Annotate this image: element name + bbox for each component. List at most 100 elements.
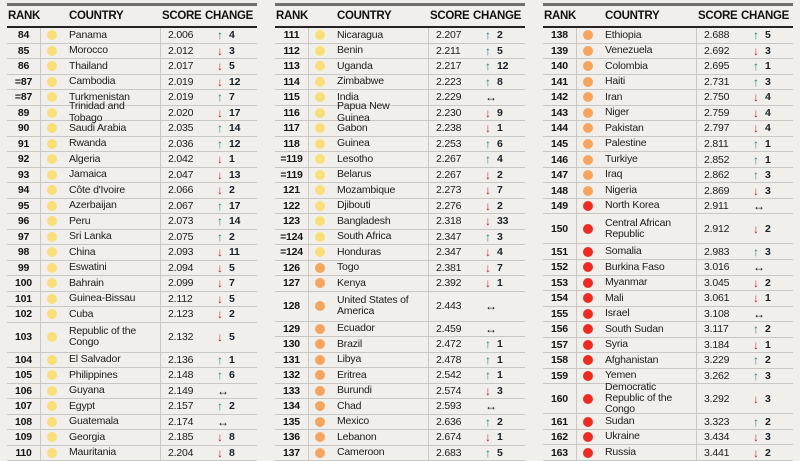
change-value: 4	[765, 106, 771, 119]
rank-cell: 153	[543, 275, 577, 291]
score-value: 2.912	[704, 222, 730, 235]
score-value: 2.695	[704, 60, 730, 73]
yellow-dot-icon	[47, 432, 57, 443]
up-arrow-icon: ↑	[217, 28, 223, 43]
up-arrow-icon: ↑	[753, 59, 759, 74]
table-row: 149 North Korea 2.911 ↔	[543, 198, 793, 215]
table-row: 86 Thailand 2.017 ↓ 5	[7, 59, 257, 75]
change-cell: ↑ 3	[742, 75, 793, 90]
score-value: 3.323	[704, 415, 730, 428]
score-band-cell	[309, 28, 331, 43]
change-cell: ↓ 3	[206, 44, 257, 59]
change-value: 1	[497, 431, 503, 444]
change-value: 3	[765, 369, 771, 382]
red-dot-icon	[583, 262, 593, 273]
table-row: 157 Syria 3.184 ↓ 1	[543, 337, 793, 354]
change-cell: ↓ 1	[474, 430, 525, 445]
score-value: 2.075	[168, 230, 194, 243]
rank-cell: 90	[7, 121, 41, 136]
score-value: 2.593	[436, 400, 462, 413]
change-cell: ↓ 4	[742, 106, 793, 121]
yellow-dot-icon	[47, 107, 57, 118]
country-name: Chad	[331, 399, 429, 414]
table-row: 113 Uganda 2.217 ↑ 12	[275, 59, 525, 75]
yellow-dot-icon	[47, 185, 57, 196]
rank-cell: 100	[7, 276, 41, 291]
rank-cell: 137	[275, 445, 309, 460]
orange-dot-icon	[315, 354, 325, 365]
score-band-cell	[309, 199, 331, 214]
country-name: Afghanistan	[599, 353, 697, 368]
table-row: 133 Burundi 2.574 ↓ 3	[275, 383, 525, 399]
change-cell: ↓ 4	[742, 90, 793, 105]
change-value: 17	[229, 199, 241, 212]
table-row: 94 Côte d'Ivoire 2.066 ↓ 2	[7, 183, 257, 199]
score-value: 2.983	[704, 245, 730, 258]
change-value: 12	[229, 75, 241, 88]
score-band-cell	[41, 399, 63, 414]
yellow-dot-icon	[315, 138, 325, 149]
change-value: 3	[765, 44, 771, 57]
change-value: 3	[497, 230, 503, 243]
country-name: Cuba	[63, 307, 161, 322]
down-arrow-icon: ↓	[753, 430, 759, 445]
table-row: 129 Ecuador 2.459 ↔	[275, 321, 525, 337]
no-change-icon: ↔	[485, 299, 497, 313]
table-row: =124 Honduras 2.347 ↓ 4	[275, 245, 525, 261]
score-value: 2.478	[436, 353, 462, 366]
change-value: 5	[229, 261, 235, 274]
rank-cell: 111	[275, 28, 309, 43]
change-value: 5	[229, 60, 235, 73]
rank-cell: 159	[543, 368, 577, 384]
yellow-dot-icon	[47, 154, 57, 165]
table-row: 98 China 2.093 ↓ 11	[7, 245, 257, 261]
change-cell: ↓ 7	[474, 261, 525, 276]
rank-cell: 129	[275, 321, 309, 336]
yellow-dot-icon	[47, 76, 57, 87]
rank-cell: 105	[7, 368, 41, 383]
change-cell: ↓ 3	[742, 384, 793, 413]
country-name: Azerbaijan	[63, 198, 161, 213]
yellow-dot-icon	[315, 169, 325, 180]
score-header: SCORE	[430, 10, 470, 22]
yellow-dot-icon	[47, 401, 57, 412]
score-band-cell	[577, 244, 599, 259]
change-cell: ↑ 2	[206, 399, 257, 414]
change-cell: ↓ 2	[474, 168, 525, 183]
orange-dot-icon	[583, 170, 593, 181]
rank-cell: 104	[7, 352, 41, 367]
country-name: Egypt	[63, 399, 161, 414]
change-value: 7	[497, 184, 503, 197]
country-name: Yemen	[599, 368, 697, 384]
rank-cell: 89	[7, 105, 41, 120]
score-header: SCORE	[162, 10, 202, 22]
up-arrow-icon: ↑	[485, 352, 491, 367]
table-row: 163 Russia 3.441 ↓ 2	[543, 445, 793, 461]
country-name: Zimbabwe	[331, 74, 429, 89]
change-cell: ↑ 3	[474, 230, 525, 245]
country-name: Thailand	[63, 59, 161, 74]
score-band-cell	[309, 368, 331, 383]
rank-cell: 123	[275, 214, 309, 229]
yellow-dot-icon	[47, 138, 57, 149]
red-dot-icon	[583, 277, 593, 288]
country-name: Mali	[599, 291, 697, 306]
rank-cell: 160	[543, 384, 577, 414]
ranking-table-2: RANK COUNTRY SCORE CHANGE 111 Nicaragua …	[275, 3, 525, 461]
change-value: 1	[765, 338, 771, 351]
rank-cell: 139	[543, 43, 577, 59]
score-value: 2.230	[436, 106, 462, 119]
table-row: 147 Iraq 2.862 ↑ 3	[543, 167, 793, 184]
rank-cell: 101	[7, 291, 41, 306]
table-row: 102 Cuba 2.123 ↓ 2	[7, 307, 257, 323]
change-value: 3	[497, 384, 503, 397]
up-arrow-icon: ↑	[217, 368, 223, 383]
change-value: 1	[765, 292, 771, 305]
score-band-cell	[309, 399, 331, 414]
score-value: 2.136	[168, 353, 194, 366]
down-arrow-icon: ↓	[485, 276, 491, 291]
orange-dot-icon	[315, 301, 325, 311]
score-value: 2.253	[436, 137, 462, 150]
change-value: 2	[497, 168, 503, 181]
